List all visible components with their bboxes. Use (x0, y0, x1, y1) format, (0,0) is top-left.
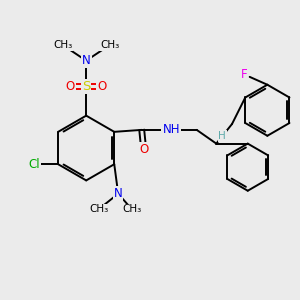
Text: H: H (218, 131, 226, 141)
Text: CH₃: CH₃ (122, 204, 142, 214)
Text: Cl: Cl (29, 158, 40, 171)
Text: N: N (114, 187, 123, 200)
Text: NH: NH (162, 123, 180, 136)
Text: CH₃: CH₃ (89, 204, 108, 214)
Text: O: O (97, 80, 106, 93)
Text: CH₃: CH₃ (53, 40, 72, 50)
Text: O: O (66, 80, 75, 93)
Text: S: S (82, 80, 90, 93)
Text: F: F (241, 68, 247, 81)
Text: N: N (82, 54, 91, 67)
Text: CH₃: CH₃ (100, 40, 119, 50)
Text: O: O (139, 143, 148, 156)
